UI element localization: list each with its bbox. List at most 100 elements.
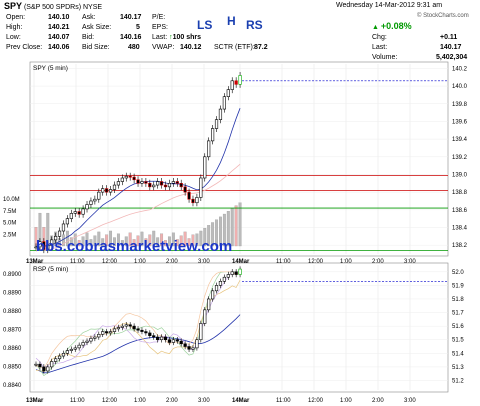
price-y-tick-label: 139.6 (452, 119, 468, 125)
rsp-x-tick-label: 13Mar (26, 398, 44, 404)
rsp-candle (57, 355, 62, 360)
price-candle (116, 181, 121, 186)
price-candle (34, 246, 38, 249)
volume-tick-label: 7.5M (3, 209, 16, 215)
rsp-candle (199, 323, 203, 341)
rsp-left-tick-label: 0.8870 (3, 328, 22, 334)
price-candle (222, 96, 226, 110)
rsp-indicator-line (35, 271, 241, 370)
bid-size-value: 480 (128, 44, 140, 51)
up-triangle-icon: ▲ (372, 24, 379, 31)
price-candle (112, 184, 117, 190)
rsp-candle (128, 324, 132, 327)
rsp-x-tick-label: 1:00 (134, 398, 146, 404)
rsp-y-tick-label: 51.3 (452, 365, 464, 371)
price-candle (187, 191, 191, 200)
rsp-candle (152, 335, 156, 338)
price-candle (140, 181, 144, 184)
ask-size-value: 5 (136, 24, 140, 31)
price-candle (93, 198, 97, 202)
rsp-y-tick-label: 51.6 (452, 324, 464, 330)
volume-tick-label: 2.5M (3, 232, 16, 238)
volume-bar (140, 231, 144, 247)
eps-label: EPS: (152, 24, 168, 31)
rsp-y-tick-label: 51.7 (452, 311, 464, 317)
rsp-candle (46, 366, 50, 372)
price-candle (171, 181, 175, 184)
rsp-candle (101, 331, 105, 335)
volume-label: Volume: (372, 54, 398, 61)
sctr-label: SCTR (ETF): (214, 44, 255, 51)
rsp-candle (69, 348, 73, 351)
rsp-candle (136, 328, 140, 331)
price-panel-label: SPY (5 min) (33, 65, 68, 72)
rsp-y-tick-label: 52.0 (452, 270, 464, 276)
rsp-candle (97, 333, 101, 338)
volume-bar (167, 236, 171, 247)
volume-bar (238, 202, 242, 247)
price-candle (120, 177, 124, 182)
pe-label: P/E: (152, 14, 166, 21)
volume-bar (69, 237, 73, 247)
rsp-candle (183, 343, 187, 347)
price-candle (203, 156, 207, 179)
volume-bar (234, 205, 238, 247)
price-candle (175, 181, 179, 184)
up-arrow-icon: ↑ (169, 34, 173, 41)
rsp-candle (61, 353, 66, 357)
price-candle (234, 80, 238, 85)
price-candle (179, 183, 183, 188)
volume-bar (77, 240, 81, 247)
bid-label: Bid: (82, 34, 95, 41)
volume-bar (226, 211, 230, 247)
last2-value: 140.17 (440, 44, 462, 51)
rsp-candle (120, 325, 124, 328)
watermark: bbs.cobrasmarketview.com (36, 238, 232, 255)
rsp-candle (222, 276, 226, 282)
bid-value: 140.16 (120, 34, 142, 41)
price-candle (144, 181, 148, 184)
price-candle (128, 175, 132, 178)
high-label: High: (6, 24, 23, 31)
rsp-candle (207, 298, 211, 311)
price-y-tick-label: 138.2 (452, 243, 468, 249)
volume-bar (116, 233, 120, 247)
open-label: Open: (6, 14, 26, 21)
price-y-tick-label: 140.2 (452, 66, 468, 72)
price-y-tick-label: 139.4 (452, 137, 468, 143)
volume-value: 5,402,304 (436, 54, 468, 61)
price-candle (124, 175, 128, 179)
price-candle (50, 239, 54, 246)
rsp-x-tick-label: 3:00 (404, 398, 416, 404)
rsp-candle (65, 350, 69, 354)
last-shares: 100 shrs (172, 34, 202, 41)
price-candle (148, 183, 152, 188)
volume-bar (183, 231, 187, 247)
rsp-x-tick-label: 12:00 (102, 398, 118, 404)
price-candle (226, 89, 230, 97)
price-x-tick-label: 1:00 (134, 259, 146, 265)
price-x-tick-label: 11:00 (276, 259, 291, 265)
rsp-candle (89, 338, 93, 342)
high-value: 140.21 (48, 24, 70, 31)
rsp-candle (50, 361, 54, 368)
rsp-candle (42, 366, 46, 372)
rsp-candle (187, 346, 191, 350)
volume-bar (105, 234, 109, 247)
quote-header: SPY (S&P 500 SPDRs) NYSE Wednesday 14-Ma… (0, 0, 480, 62)
annotation-ls: LS (197, 18, 213, 32)
price-candle (211, 128, 215, 142)
price-candle (42, 241, 46, 250)
price-candle (191, 198, 195, 204)
annotation-rs: RS (246, 18, 263, 32)
price-x-tick-label: 1:00 (340, 259, 352, 265)
volume-bar (160, 233, 164, 247)
rsp-candle (93, 336, 97, 339)
rsp-candle (218, 281, 223, 286)
prev-close-value: 140.06 (48, 44, 70, 51)
rsp-candle (211, 290, 215, 300)
ask-size-label: Ask Size: (82, 24, 112, 31)
volume-bar (113, 237, 116, 247)
rsp-candle (191, 347, 195, 350)
volume-bar (124, 236, 128, 247)
